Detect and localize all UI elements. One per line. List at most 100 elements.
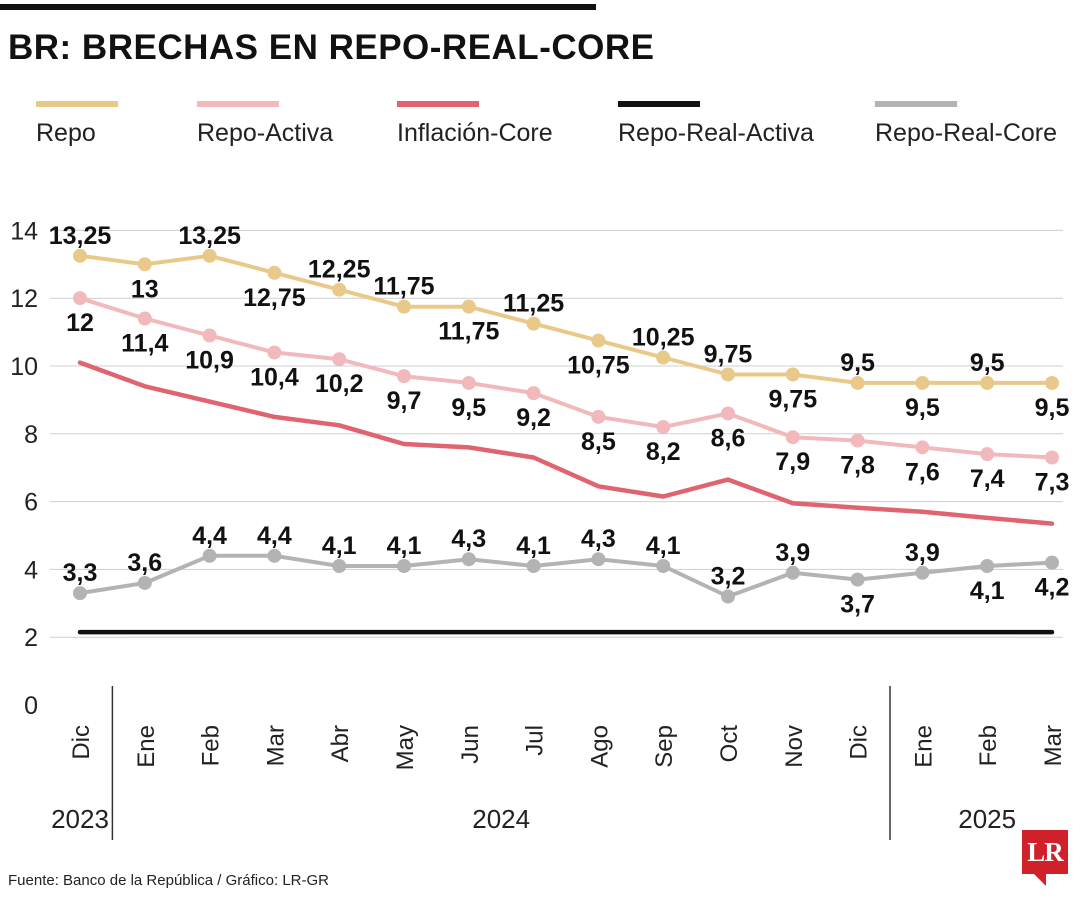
data-label: 3,3 [63,559,98,587]
data-label: 7,9 [775,448,810,476]
data-label: 7,3 [1035,469,1070,497]
data-point [850,375,865,390]
data-label: 3,6 [127,549,162,577]
legend-item: Repo [36,101,118,147]
data-label: 12,25 [308,256,371,284]
data-label: 8,6 [711,424,746,452]
data-point [785,430,800,445]
x-axis: Dic Ene Feb Mar Abr May Jun Jul Ago Sep Oct Nov Dic E… [51,686,1067,840]
legend-label: Repo-Real-Activa [618,119,814,147]
data-point [267,265,282,280]
data-label: 4,1 [387,532,422,560]
y-tick-label: 8 [24,421,38,449]
data-point [915,565,930,580]
y-tick-label: 10 [10,353,38,381]
data-label: 9,75 [768,385,817,413]
year-label: 2024 [472,804,530,834]
legend-label: Inflación-Core [397,119,553,147]
y-tick-label: 6 [24,489,38,517]
x-tick-label: May [392,725,419,770]
x-tick-label: Mar [1040,725,1067,766]
x-tick-label: Feb [198,725,225,766]
data-label: 11,25 [503,290,564,318]
data-label: 4,4 [257,522,292,550]
data-label: 3,9 [905,539,940,567]
data-point [656,350,671,365]
data-point [332,282,347,297]
data-point [721,589,735,604]
x-tick-label: Sep [651,725,678,768]
data-point [397,369,411,384]
data-point [137,575,152,590]
data-point [332,352,347,367]
data-label: 9,5 [970,349,1005,377]
data-label: 4,4 [192,522,227,550]
data-point [526,559,541,574]
data-point [1045,450,1059,465]
data-label: 10,2 [315,370,364,398]
data-label: 8,5 [581,428,616,456]
data-point [591,552,606,567]
x-tick-label: Ene [133,725,160,768]
data-point [267,345,282,360]
page-title: BR: BRECHAS EN REPO-REAL-CORE [8,28,655,67]
series-line [78,553,1054,599]
data-point [721,367,735,382]
y-tick-label: 2 [24,624,38,652]
data-point [915,440,930,455]
data-label: 3,2 [711,563,746,591]
data-point [850,433,865,448]
data-point [267,548,282,563]
data-label: 11,75 [373,273,434,301]
data-labels: 13,251313,2512,7512,2511,7511,7511,2510,… [49,222,1070,619]
data-point [526,386,541,401]
x-tick-label: Nov [781,725,808,768]
data-point [656,420,671,435]
data-label: 4,2 [1035,574,1070,602]
data-label: 12,75 [243,284,306,312]
x-tick-label: Ene [910,725,937,768]
data-label: 8,2 [646,438,681,466]
x-tick-label: Oct [716,725,743,763]
data-label: 4,1 [646,532,681,560]
data-point [137,257,152,272]
data-point [915,375,930,390]
data-label: 10,75 [567,352,630,380]
data-point [397,299,411,314]
data-label: 9,7 [387,387,422,415]
grid [50,229,1063,638]
series-layer [73,248,1059,635]
data-label: 13,25 [178,222,241,250]
data-label: 11,4 [121,330,168,358]
data-point [850,572,865,587]
legend-item: Repo-Activa [197,101,333,147]
data-label: 4,1 [322,532,357,560]
legend: Repo Repo-Activa Inflación-Core Repo-Real-A… [36,101,1057,147]
data-point [1045,375,1059,390]
source-note: Fuente: Banco de la República / Gráfico:… [8,872,329,889]
data-label: 9,75 [704,340,753,368]
data-label: 4,1 [516,532,551,560]
x-tick-label: Mar [262,725,289,766]
legend-item: Repo-Real-Activa [618,101,814,147]
data-point [202,328,217,343]
data-point [591,409,606,424]
series-line [78,253,1054,385]
data-label: 4,3 [451,525,486,553]
series-repo-real-core [73,548,1059,604]
data-label: 9,5 [840,349,875,377]
data-point [1045,555,1059,570]
data-label: 12 [66,309,94,337]
series-repo-activa [73,291,1059,465]
y-tick-label: 0 [24,692,38,720]
x-tick-label: Dic [846,725,873,760]
legend-item: Repo-Real-Core [875,101,1057,147]
data-label: 3,7 [840,591,875,619]
legend-label: Repo-Real-Core [875,119,1057,147]
data-label: 4,1 [970,577,1005,605]
year-label: 2025 [958,804,1016,834]
legend-label: Repo [36,119,96,147]
data-label: 9,5 [905,394,940,422]
data-point [461,552,476,567]
y-tick-label: 4 [24,556,38,584]
